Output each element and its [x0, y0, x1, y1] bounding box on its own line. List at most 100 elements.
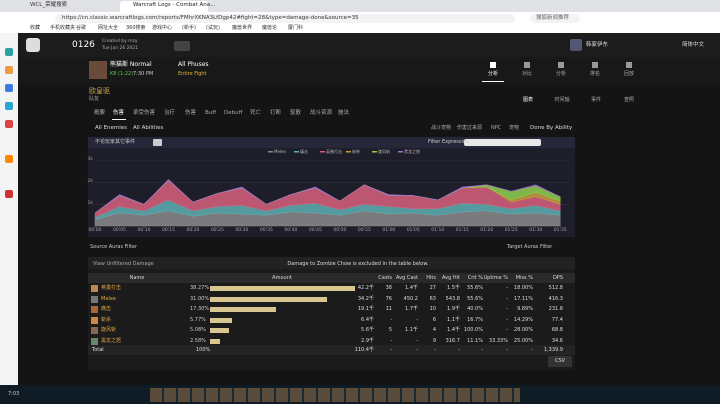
nav-item[interactable]: 分析 — [555, 71, 567, 77]
active-tab[interactable] — [120, 1, 208, 12]
url[interactable]: https://cn.classic.warcraftlogs.com/repo… — [62, 15, 359, 21]
nav-icon[interactable] — [592, 62, 598, 68]
search[interactable]: 搜狐新闻推荐 — [536, 15, 570, 21]
nav-icon[interactable] — [524, 62, 530, 68]
fight[interactable]: Entire Fight — [178, 71, 207, 77]
view-tab[interactable]: 时间轴 — [554, 97, 570, 103]
sidebar-icon[interactable] — [5, 155, 13, 163]
filter-input[interactable] — [464, 139, 541, 146]
dropdown[interactable]: Done By Ability — [530, 125, 573, 131]
tab[interactable]: Buff — [205, 110, 217, 116]
bookmark[interactable]: 谷歌 — [76, 25, 87, 31]
ability-name[interactable]: 痛击 — [101, 306, 112, 312]
tab[interactable]: 施法 — [338, 110, 350, 116]
bookmark[interactable]: 网址大全 — [98, 25, 119, 31]
player[interactable]: 熊猫斯 Normal — [110, 61, 152, 68]
taskbar-apps — [150, 388, 520, 402]
cell: - — [390, 316, 392, 323]
bookmark[interactable]: 收藏 — [30, 25, 41, 31]
sidebar-icon[interactable] — [5, 84, 13, 92]
user[interactable]: 韩家伊东 — [586, 42, 609, 48]
cell: 512.8 — [548, 285, 563, 291]
toggle[interactable] — [153, 139, 162, 146]
dropdown[interactable]: All Enemies — [95, 125, 128, 131]
cell: 5 — [388, 327, 392, 333]
bookmark[interactable]: 手机收藏夹 — [50, 25, 76, 31]
tab[interactable]: 治疗 — [164, 110, 176, 116]
nav-icon[interactable] — [558, 62, 564, 68]
count: 0126 — [72, 40, 95, 50]
language[interactable]: 简体中文 — [682, 42, 705, 48]
sidebar-icon[interactable] — [5, 120, 13, 128]
nav-item[interactable]: 分析 — [487, 71, 499, 77]
cell: 27 — [429, 285, 436, 291]
tab[interactable]: 伤害 — [113, 110, 125, 116]
player-avatar — [89, 61, 107, 79]
bookmark[interactable]: (试玩) — [206, 25, 220, 31]
view-tab[interactable]: 查照 — [623, 97, 635, 103]
tab[interactable]: 承受伤害 — [133, 110, 156, 116]
user-avatar[interactable] — [570, 39, 582, 51]
nav-item[interactable]: 排名 — [589, 71, 601, 77]
bookmark[interactable]: 游戏中心 — [152, 25, 173, 31]
tab[interactable]: 伤害 — [185, 110, 197, 116]
percent: 5.77% — [190, 316, 206, 323]
clock: 7:03 — [8, 391, 20, 397]
tab[interactable]: WCL_荣耀搜索 — [30, 2, 68, 8]
ability-name[interactable]: 英勇打击 — [101, 285, 122, 291]
ability-name[interactable]: 斩杀 — [101, 316, 112, 323]
phase[interactable]: All Phuses — [178, 61, 209, 68]
ability-name[interactable]: Melee — [101, 295, 116, 302]
legend-label: 旋风斩 — [378, 149, 390, 154]
csv-button[interactable] — [548, 356, 572, 367]
button[interactable] — [174, 41, 190, 51]
column-header: Casts — [378, 275, 392, 281]
label: Target Auras Filter — [507, 244, 553, 250]
dropdown[interactable]: All Abilities — [133, 125, 164, 131]
tab[interactable]: 驱散 — [290, 110, 302, 116]
link[interactable]: View Unfiltered Damage — [93, 261, 154, 267]
csv-button[interactable]: CSV — [554, 358, 566, 364]
bookmark[interactable]: 魔兽世界 — [232, 25, 253, 31]
option[interactable]: 宠物 — [509, 125, 520, 131]
amount-bar — [210, 307, 276, 312]
bookmark[interactable]: (新手) — [182, 25, 196, 31]
selector[interactable]: 不论玩家其它事件 — [95, 139, 136, 145]
tab[interactable]: 战斗资源 — [310, 110, 333, 116]
view-tab[interactable]: 图表 — [522, 97, 534, 103]
cell: 110.4千 — [354, 347, 374, 353]
nav-item[interactable]: 回放 — [623, 71, 635, 77]
bookmark[interactable]: 360搜索 — [126, 25, 146, 31]
column-header: Uptime % — [483, 275, 508, 281]
sidebar-icon[interactable] — [5, 66, 13, 74]
sidebar-icon[interactable] — [5, 102, 13, 110]
tab[interactable]: 打断 — [270, 110, 282, 116]
nav-icon[interactable] — [490, 62, 496, 68]
label: Total — [92, 347, 104, 353]
sidebar-icon[interactable] — [5, 48, 13, 56]
search-box[interactable] — [530, 14, 580, 23]
cell: 231.8 — [548, 306, 563, 312]
ability-name[interactable]: 旋风斩 — [101, 327, 117, 333]
tab[interactable]: 死亡 — [250, 110, 262, 116]
column-header: DPS — [552, 275, 563, 281]
tab[interactable]: Warcraft Logs - Combat Ana... — [133, 2, 216, 8]
bookmark[interactable]: 魔兽论 — [262, 25, 278, 31]
option[interactable]: 伤害过来源 — [457, 125, 483, 131]
cell: 19.1千 — [357, 306, 374, 312]
column-header: Miss % — [515, 275, 533, 281]
bookmark[interactable]: 厦门科 — [288, 25, 304, 31]
view-tab[interactable]: 事件 — [590, 97, 602, 103]
site-logo[interactable] — [26, 38, 40, 52]
ability-name[interactable]: 黑龙之怒 — [101, 337, 122, 344]
tab[interactable]: 概要 — [94, 110, 106, 116]
tab[interactable]: Debuff — [224, 110, 243, 116]
nav-item[interactable]: 对比 — [521, 71, 533, 77]
sidebar-icon[interactable] — [5, 190, 13, 198]
address-bar[interactable] — [55, 14, 515, 23]
nav-icon[interactable] — [626, 62, 632, 68]
amount-bar — [210, 338, 220, 344]
option[interactable]: 战斗宠物 — [431, 125, 452, 131]
option[interactable]: NPC — [491, 125, 502, 131]
